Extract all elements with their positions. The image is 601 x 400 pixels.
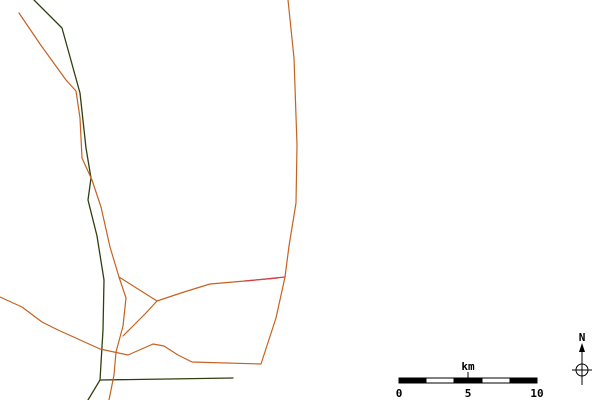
scale-segment-5 [509, 377, 538, 384]
road-primary-link-east [156, 277, 279, 302]
scale-tick-label-0: 0 [396, 387, 403, 400]
road-secondary-west [33, 0, 105, 400]
scale-unit-label: km [461, 360, 475, 373]
north-label: N [579, 331, 586, 344]
road-primary-east [284, 0, 298, 278]
road-secondary-south [99, 377, 234, 381]
scale-segment-4 [481, 377, 511, 384]
scale-tick-label-5: 5 [465, 387, 472, 400]
scale-segment-3 [453, 377, 483, 384]
road-primary-west [18, 12, 127, 400]
compass: N [572, 331, 592, 385]
scale-bar: km 0 5 10 [396, 360, 544, 400]
road-primary-link-diagonal [122, 300, 158, 337]
road-highlight-segment [244, 276, 286, 282]
north-arrow-icon [572, 343, 592, 385]
road-primary-link-north [118, 276, 158, 302]
scale-tick-label-10: 10 [530, 387, 543, 400]
scale-segment-1 [398, 377, 427, 384]
scale-segment-2 [425, 377, 455, 384]
road-primary-east-south [0, 276, 286, 365]
